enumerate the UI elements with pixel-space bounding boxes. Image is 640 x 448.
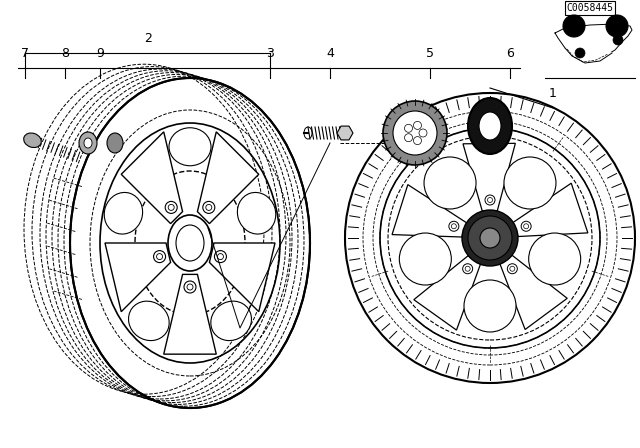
Ellipse shape <box>211 301 252 340</box>
Ellipse shape <box>104 193 143 234</box>
Ellipse shape <box>424 157 476 209</box>
Ellipse shape <box>504 157 556 209</box>
Text: 1: 1 <box>549 86 557 99</box>
Polygon shape <box>513 183 588 237</box>
Polygon shape <box>392 185 467 237</box>
Text: 3: 3 <box>266 47 274 60</box>
Ellipse shape <box>468 98 512 154</box>
Text: 9: 9 <box>96 47 104 60</box>
Circle shape <box>480 228 500 248</box>
Text: 8: 8 <box>61 47 69 60</box>
Ellipse shape <box>529 233 580 285</box>
Ellipse shape <box>383 101 447 165</box>
Ellipse shape <box>107 133 123 153</box>
Circle shape <box>468 216 512 260</box>
Polygon shape <box>463 143 515 211</box>
Polygon shape <box>121 132 182 224</box>
Text: 7: 7 <box>21 47 29 60</box>
Ellipse shape <box>169 128 211 166</box>
Text: 6: 6 <box>506 47 514 60</box>
Circle shape <box>563 15 585 37</box>
Polygon shape <box>164 274 216 354</box>
Polygon shape <box>414 256 481 330</box>
Ellipse shape <box>129 301 169 340</box>
Text: C0058445: C0058445 <box>566 3 614 13</box>
Ellipse shape <box>393 111 437 155</box>
Polygon shape <box>565 48 612 63</box>
Circle shape <box>613 35 623 45</box>
Polygon shape <box>209 243 275 312</box>
Polygon shape <box>555 24 632 58</box>
Circle shape <box>462 210 518 266</box>
Circle shape <box>606 15 628 37</box>
Ellipse shape <box>84 138 92 148</box>
Ellipse shape <box>464 280 516 332</box>
Polygon shape <box>500 255 567 329</box>
Circle shape <box>451 224 456 229</box>
Polygon shape <box>337 126 353 140</box>
Polygon shape <box>197 132 259 224</box>
Ellipse shape <box>24 133 41 147</box>
Ellipse shape <box>79 132 97 154</box>
Text: 4: 4 <box>326 47 334 60</box>
Ellipse shape <box>479 112 501 140</box>
Circle shape <box>465 266 470 271</box>
Circle shape <box>524 224 529 229</box>
Ellipse shape <box>237 193 276 234</box>
Text: 2: 2 <box>144 31 152 44</box>
Circle shape <box>510 266 515 271</box>
Polygon shape <box>105 243 171 312</box>
Text: 5: 5 <box>426 47 434 60</box>
Circle shape <box>575 48 585 58</box>
Circle shape <box>488 198 493 202</box>
Ellipse shape <box>399 233 451 285</box>
